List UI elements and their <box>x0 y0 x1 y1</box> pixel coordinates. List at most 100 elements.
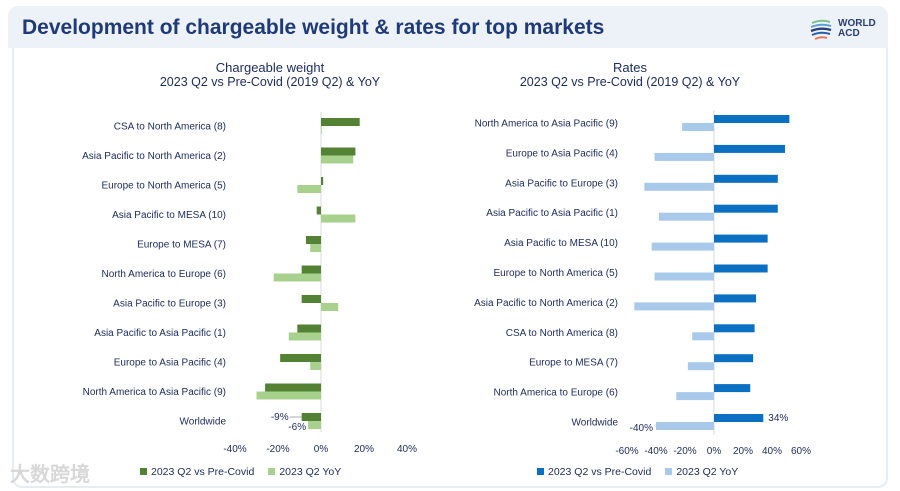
rates-tick-label: -20% <box>673 446 696 457</box>
rates-category-label: CSA to North America (8) <box>506 328 618 339</box>
weight-bar-yoy <box>308 421 321 429</box>
weight-bar-precovid <box>297 324 321 333</box>
rates-bar-yoy <box>658 212 714 221</box>
rates-category-label: Europe to Asia Pacific (4) <box>506 148 618 159</box>
weight-tick-label: -20% <box>266 444 289 455</box>
weight-bar-precovid <box>301 295 321 303</box>
rates-category-label: Europe to MESA (7) <box>529 358 618 369</box>
rates-tick-label: -60% <box>615 446 638 457</box>
weight-data-label-precovid: -9% <box>271 412 289 423</box>
rates-category-label: Europe to North America (5) <box>494 268 619 279</box>
header-bar: Development of chargeable weight & rates… <box>8 6 888 48</box>
rates-bar-yoy <box>687 362 714 371</box>
weight-bar-precovid <box>321 118 360 126</box>
weight-bar-precovid <box>301 413 321 421</box>
rates-chart-title: Rates 2023 Q2 vs Pre-Covid (2019 Q2) & Y… <box>480 60 780 89</box>
rates-bar-yoy <box>634 302 714 311</box>
weight-bar-yoy <box>256 391 321 400</box>
weight-bar-precovid <box>321 147 356 156</box>
rates-category-label: North America to Europe (6) <box>494 388 619 399</box>
weight-category-label: North America to Europe (6) <box>102 269 227 280</box>
weight-category-label: Asia Pacific to Asia Pacific (1) <box>94 328 226 339</box>
weight-bar-yoy <box>321 214 356 223</box>
rates-bar-yoy <box>676 392 714 401</box>
rates-category-label: North America to Asia Pacific (9) <box>475 119 618 130</box>
rates-category-label: Worldwide <box>572 418 619 429</box>
rates-category-label: Asia Pacific to MESA (10) <box>504 238 618 249</box>
weight-bar-precovid <box>305 236 321 244</box>
weight-chart-title: Chargeable weight 2023 Q2 vs Pre-Covid (… <box>120 60 420 89</box>
rates-tick-label: 0% <box>707 446 722 457</box>
weight-category-label: Asia Pacific to Europe (3) <box>113 299 226 310</box>
legend-item-yoy: 2023 Q2 YoY <box>268 466 341 478</box>
weight-bar-yoy <box>321 126 322 134</box>
weight-tick-label: 0% <box>314 444 329 455</box>
globe-icon <box>810 19 832 40</box>
rates-bar-precovid <box>714 115 790 123</box>
weight-category-label: North America to Asia Pacific (9) <box>83 387 226 398</box>
watermark: 大数跨境 <box>10 464 90 486</box>
rates-category-label: Asia Pacific to Asia Pacific (1) <box>486 208 618 219</box>
weight-bar-yoy <box>321 303 339 311</box>
weight-bar-yoy <box>321 155 354 164</box>
rates-bar-precovid <box>714 294 757 303</box>
weight-category-label: Asia Pacific to North America (2) <box>82 151 226 162</box>
rates-bar-precovid <box>714 414 764 422</box>
weight-bar-precovid <box>280 354 321 362</box>
weight-category-label: Europe to MESA (7) <box>137 240 226 251</box>
rates-category-label: Asia Pacific to North America (2) <box>474 298 618 309</box>
weight-bar-yoy <box>310 362 321 370</box>
rates-bar-precovid <box>714 204 778 213</box>
rates-data-label-precovid: 34% <box>768 413 788 424</box>
rates-bar-precovid <box>714 174 778 183</box>
logo-text-world: WORLD <box>838 18 876 29</box>
weight-data-label-yoy: -6% <box>288 422 306 433</box>
rates-category-label: Asia Pacific to Europe (3) <box>505 178 618 189</box>
weight-category-label: Europe to Asia Pacific (4) <box>114 358 226 369</box>
rates-data-label-yoy: -40% <box>630 423 653 434</box>
weight-tick-label: 20% <box>354 444 374 455</box>
legend-item-precovid: 2023 Q2 vs Pre-Covid <box>537 466 651 478</box>
weight-bar-precovid <box>265 383 321 392</box>
weight-tick-label: -40% <box>223 444 246 455</box>
weight-bar-yoy <box>273 273 321 282</box>
weight-bar-precovid <box>321 177 324 185</box>
rates-bar-yoy <box>651 242 714 251</box>
rates-subtitle: 2023 Q2 vs Pre-Covid (2019 Q2) & YoY <box>519 75 741 89</box>
legend-item-yoy: 2023 Q2 YoY <box>665 466 738 478</box>
rates-bar-yoy <box>692 332 714 341</box>
world-acd-logo: WORLD ACD <box>808 16 878 42</box>
weight-bar-yoy <box>297 185 321 193</box>
rates-bar-precovid <box>714 144 786 153</box>
weight-bar-precovid <box>301 265 321 274</box>
rates-tick-label: 60% <box>791 446 811 457</box>
weight-tick-label: 40% <box>397 444 417 455</box>
weight-subtitle: 2023 Q2 vs Pre-Covid (2019 Q2) & YoY <box>159 75 381 89</box>
rates-bar-yoy <box>654 272 714 281</box>
rates-bar-yoy <box>682 123 714 131</box>
rates-tick-label: 20% <box>733 446 753 457</box>
rates-bar-yoy <box>644 182 714 191</box>
rates-bar-precovid <box>714 234 768 243</box>
page-title: Development of chargeable weight & rates… <box>22 16 605 39</box>
rates-bar-precovid <box>714 324 755 333</box>
weight-category-label: Worldwide <box>180 417 227 428</box>
weight-legend: 2023 Q2 vs Pre-Covid 2023 Q2 YoY <box>140 466 341 478</box>
weight-bar-precovid <box>316 206 321 215</box>
rates-tick-label: 40% <box>762 446 782 457</box>
rates-bar-yoy <box>654 152 714 161</box>
rates-bar-precovid <box>714 354 754 363</box>
rates-title: Rates <box>613 60 647 75</box>
weight-category-label: CSA to North America (8) <box>114 122 226 133</box>
weight-category-label: Europe to North America (5) <box>102 181 227 192</box>
weight-title: Chargeable weight <box>215 60 325 75</box>
rates-bar-precovid <box>714 384 751 393</box>
rates-legend: 2023 Q2 vs Pre-Covid 2023 Q2 YoY <box>537 466 738 478</box>
weight-bar-yoy <box>310 244 321 252</box>
legend-item-precovid: 2023 Q2 vs Pre-Covid <box>140 466 254 478</box>
weight-bar-yoy <box>288 332 321 341</box>
rates-bar-precovid <box>714 264 768 273</box>
rates-bar-yoy <box>656 422 714 430</box>
weight-category-label: Asia Pacific to MESA (10) <box>112 210 226 221</box>
